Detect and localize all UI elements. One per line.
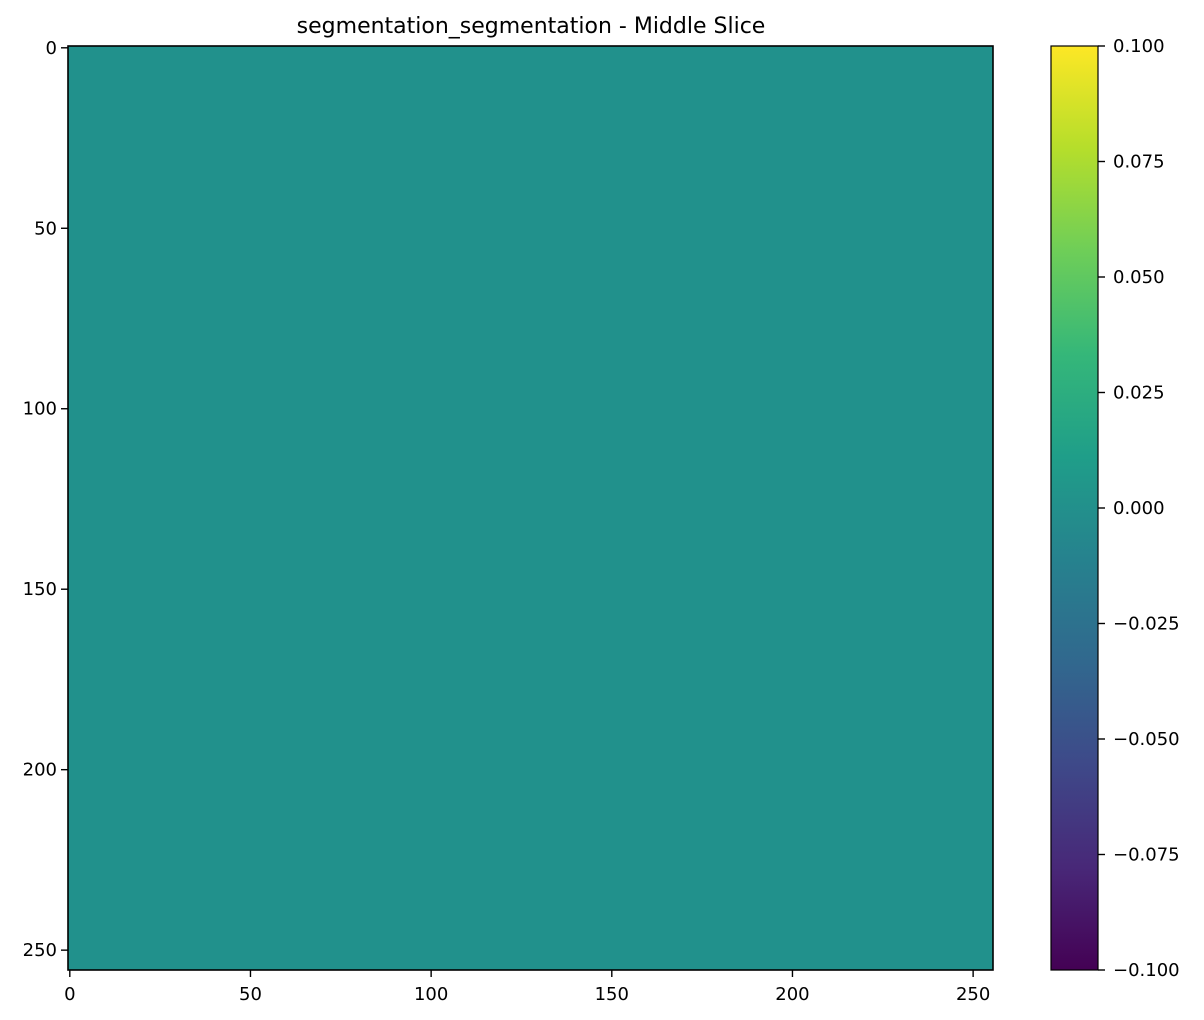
x-tick-label: 150 xyxy=(595,984,629,1005)
plot-frame xyxy=(67,45,994,971)
y-tick-label: 100 xyxy=(23,399,57,420)
heatmap-image xyxy=(68,46,993,970)
y-tick-label: 150 xyxy=(23,579,57,600)
x-tick-label: 100 xyxy=(414,984,448,1005)
y-tick-label: 0 xyxy=(46,38,57,59)
x-tick-label: 250 xyxy=(956,984,990,1005)
colorbar-tick-label: 0.100 xyxy=(1113,36,1165,57)
x-tick-label: 200 xyxy=(775,984,809,1005)
chart-title: segmentation_segmentation - Middle Slice xyxy=(297,14,766,39)
y-tick-label: 250 xyxy=(23,940,57,961)
colorbar xyxy=(1051,46,1098,970)
colorbar-tick-label: 0.075 xyxy=(1113,152,1165,173)
colorbar-axis: −0.100 −0.075 −0.050 −0.025 0.000 0.025 0.050 0… xyxy=(1098,36,1180,981)
x-tick-label: 0 xyxy=(64,984,75,1005)
colorbar-tick-label: −0.100 xyxy=(1113,960,1180,981)
colorbar-tick-label: 0.000 xyxy=(1113,498,1165,519)
x-axis: 0 50 100 150 200 250 xyxy=(64,970,990,1005)
x-tick-label: 50 xyxy=(239,984,262,1005)
colorbar-tick-label: 0.050 xyxy=(1113,267,1165,288)
colorbar-tick-label: −0.025 xyxy=(1113,614,1180,635)
colorbar-tick-label: −0.050 xyxy=(1113,729,1180,750)
colorbar-tick-label: 0.025 xyxy=(1113,383,1165,404)
y-axis: 0 50 100 150 200 250 xyxy=(23,38,68,961)
y-tick-label: 50 xyxy=(34,218,57,239)
y-tick-label: 200 xyxy=(23,760,57,781)
colorbar-tick-label: −0.075 xyxy=(1113,845,1180,866)
